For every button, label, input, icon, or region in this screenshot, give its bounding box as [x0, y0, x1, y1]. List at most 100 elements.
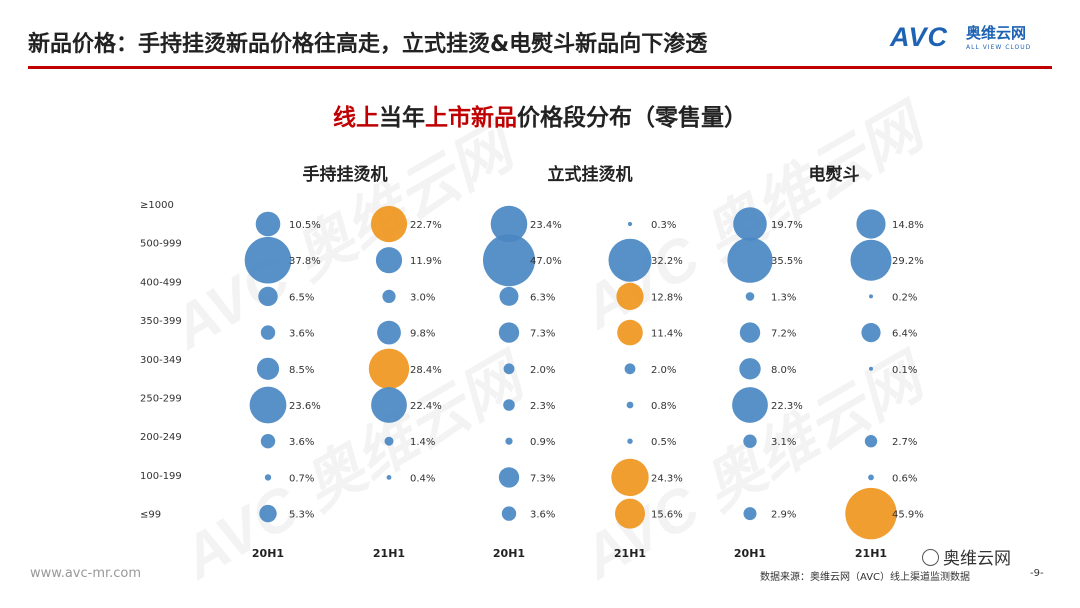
- price-segment-label: 500-999: [140, 239, 182, 250]
- bubble-value-label: 7.3%: [530, 473, 555, 484]
- bubble-value-label: 3.6%: [289, 437, 314, 448]
- bubble-value-label: 3.1%: [771, 437, 796, 448]
- bubble: [869, 366, 873, 371]
- bubble: [739, 358, 761, 380]
- slide-title: 新品价格：手持挂烫新品价格往高走，立式挂烫&电熨斗新品向下渗透: [28, 32, 708, 57]
- wechat-account-name: 奥维云网: [943, 549, 1011, 569]
- bubble-value-label: 10.5%: [289, 220, 321, 231]
- bubble-value-label: 23.6%: [289, 401, 321, 412]
- price-segment-label: 400-499: [140, 277, 182, 288]
- wechat-account: 奥维云网: [922, 544, 1011, 569]
- bubble: [370, 205, 408, 243]
- bubble: [244, 236, 292, 284]
- group-label-handheld-steamer: 手持挂烫机: [302, 165, 388, 185]
- bubble-value-label: 2.0%: [530, 365, 555, 376]
- bubble-value-label: 1.3%: [771, 292, 796, 303]
- bubble: [745, 292, 755, 301]
- bubble-value-label: 0.2%: [892, 292, 917, 303]
- bubble-value-label: 3.6%: [289, 329, 314, 340]
- bubble-value-label: 9.8%: [410, 329, 435, 340]
- bubble-value-label: 5.3%: [289, 510, 314, 521]
- bubble: [249, 386, 287, 424]
- bubble-value-label: 32.2%: [651, 256, 683, 267]
- wechat-icon: [922, 549, 939, 566]
- bubble-value-label: 24.3%: [651, 473, 683, 484]
- bubble-value-label: 11.9%: [410, 256, 442, 267]
- bubble-value-label: 29.2%: [892, 256, 924, 267]
- price-segment-label: 350-399: [140, 316, 182, 327]
- bubble-value-label: 22.3%: [771, 401, 803, 412]
- chart-title-part-2: 当年: [379, 105, 425, 131]
- bubble: [503, 399, 515, 411]
- price-segment-label: 100-199: [140, 471, 182, 482]
- bubble-value-label: 15.6%: [651, 510, 683, 521]
- bubble: [375, 247, 403, 274]
- bubble-value-label: 11.4%: [651, 329, 683, 340]
- price-segment-label: ≤99: [140, 510, 161, 521]
- bubble-value-label: 8.0%: [771, 365, 796, 376]
- bubble-value-label: 0.6%: [892, 473, 917, 484]
- bubble-value-label: 0.1%: [892, 365, 917, 376]
- bubble: [861, 323, 881, 343]
- bubble: [733, 207, 767, 241]
- bubble: [616, 282, 644, 310]
- bubble: [260, 325, 276, 340]
- chart-title-part-4: 价格段分布（零售量）: [517, 105, 747, 131]
- bubble: [743, 507, 757, 521]
- slide-header: 新品价格：手持挂烫新品价格往高走，立式挂烫&电熨斗新品向下渗透 AVC 奥维云网…: [0, 0, 1080, 72]
- bubble: [368, 348, 410, 389]
- bubble: [739, 322, 761, 343]
- bubble-value-label: 1.4%: [410, 437, 435, 448]
- bubble: [627, 221, 633, 227]
- chart-title: 线上当年上市新品价格段分布（零售量）: [0, 98, 1080, 132]
- bubble: [868, 474, 874, 481]
- period-axis-label: 20H1: [252, 547, 284, 560]
- bubble-value-label: 45.9%: [892, 510, 924, 521]
- bubble: [869, 294, 873, 299]
- bubble: [608, 238, 652, 282]
- avc-logo: AVC 奥维云网 ALL VIEW CLOUD: [890, 18, 1060, 58]
- bubble: [498, 467, 520, 488]
- bubble-value-label: 0.3%: [651, 220, 676, 231]
- bubble-value-label: 0.9%: [530, 437, 555, 448]
- chart-title-part-1: 线上: [333, 105, 379, 131]
- bubble-value-label: 22.7%: [410, 220, 442, 231]
- bubble: [743, 434, 757, 448]
- bubble: [258, 286, 278, 307]
- bubble: [498, 322, 520, 343]
- period-axis-label: 21H1: [614, 547, 646, 560]
- bubble: [732, 387, 768, 423]
- data-source-note: 数据来源：奥维云网（AVC）线上渠道监测数据: [760, 572, 971, 583]
- bubble: [264, 474, 272, 481]
- bubble-value-label: 14.8%: [892, 220, 924, 231]
- bubble: [856, 209, 886, 239]
- bubble-value-label: 23.4%: [530, 220, 562, 231]
- bubble-value-label: 6.3%: [530, 292, 555, 303]
- bubble: [382, 289, 396, 303]
- bubble-value-label: 0.7%: [289, 473, 314, 484]
- bubble: [615, 498, 645, 529]
- bubble: [850, 239, 892, 281]
- period-axis-label: 21H1: [373, 547, 405, 560]
- bubble: [864, 435, 878, 448]
- bubble-value-label: 8.5%: [289, 365, 314, 376]
- bubble-value-label: 3.0%: [410, 292, 435, 303]
- bubble-value-label: 22.4%: [410, 401, 442, 412]
- bubble: [501, 506, 517, 521]
- period-axis-label: 20H1: [493, 547, 525, 560]
- bubble: [617, 319, 643, 346]
- logo-english-name: ALL VIEW CLOUD: [966, 44, 1032, 51]
- header-divider: [28, 66, 1052, 69]
- bubble: [490, 205, 528, 243]
- bubble: [260, 434, 276, 449]
- bubble: [256, 357, 280, 380]
- bubble: [505, 437, 513, 445]
- bubble-value-label: 6.4%: [892, 329, 917, 340]
- group-label-standing-steamer: 立式挂烫机: [547, 165, 633, 185]
- period-axis-label: 21H1: [855, 547, 887, 560]
- bubble-value-label: 2.9%: [771, 510, 796, 521]
- bubble-value-label: 7.3%: [530, 329, 555, 340]
- bubble: [626, 401, 634, 409]
- bubble: [845, 487, 897, 540]
- bubble: [384, 436, 394, 446]
